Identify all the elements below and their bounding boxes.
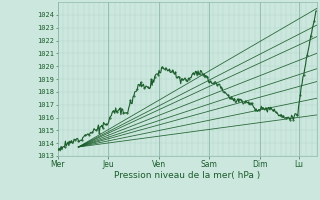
X-axis label: Pression niveau de la mer( hPa ): Pression niveau de la mer( hPa )	[114, 171, 260, 180]
